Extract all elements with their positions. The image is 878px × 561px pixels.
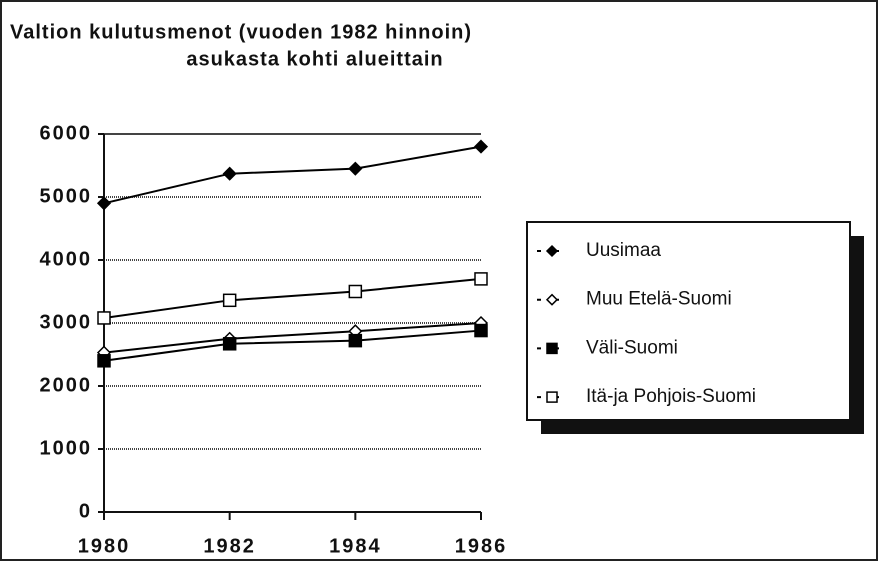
- chart-title: Valtion kulutusmenot (vuoden 1982 hinnoi…: [10, 21, 472, 43]
- y-tick-label: 3000: [40, 311, 93, 333]
- legend-label: Väli-Suomi: [586, 337, 678, 358]
- marker: [97, 354, 111, 368]
- marker: [474, 272, 488, 286]
- x-tick-label: 1986: [455, 535, 508, 557]
- marker: [222, 293, 237, 308]
- y-tick-label: 5000: [40, 185, 93, 207]
- x-tick-label: 1980: [78, 535, 131, 557]
- legend-marker: [546, 391, 558, 403]
- marker: [222, 166, 237, 181]
- chart-title: asukasta kohti alueittain: [186, 48, 443, 70]
- marker: [474, 323, 488, 338]
- series-line: [103, 329, 482, 362]
- marker: [473, 139, 489, 154]
- legend-marker: [545, 244, 559, 258]
- legend: [526, 221, 851, 421]
- legend-label: Uusimaa: [586, 240, 661, 261]
- marker: [96, 196, 112, 211]
- legend-marker: [546, 342, 558, 355]
- marker: [222, 337, 237, 351]
- marker: [348, 333, 363, 348]
- series-line: [103, 277, 482, 319]
- x-tick-label: 1982: [203, 535, 256, 557]
- y-tick-label: 1000: [40, 437, 93, 459]
- series-line: [103, 145, 482, 205]
- legend-marker: [545, 293, 559, 306]
- y-tick-label: 6000: [40, 122, 93, 144]
- marker: [97, 311, 111, 325]
- y-tick-label: 0: [79, 500, 92, 522]
- y-tick-label: 4000: [40, 248, 93, 270]
- y-tick-label: 2000: [40, 374, 93, 396]
- legend-label: Muu Etelä-Suomi: [586, 289, 732, 310]
- marker: [348, 161, 363, 176]
- marker: [348, 284, 363, 299]
- legend-label: Itä-ja Pohjois-Suomi: [586, 386, 756, 407]
- series-line: [103, 322, 482, 354]
- x-tick-label: 1984: [329, 535, 382, 557]
